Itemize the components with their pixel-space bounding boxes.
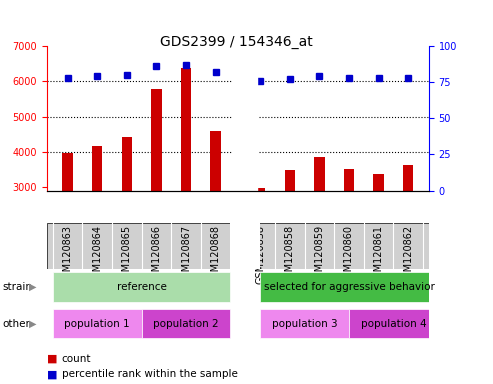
Text: population 1: population 1 [65,318,130,329]
Text: ▶: ▶ [29,282,36,292]
Bar [181,68,191,190]
Bar [230,223,260,269]
Text: GDS2399 / 154346_at: GDS2399 / 154346_at [160,35,313,48]
Text: GSM120867: GSM120867 [181,225,191,284]
Text: count: count [62,354,91,364]
Bar [122,137,132,190]
Text: GSM120868: GSM120868 [211,225,221,284]
Bar [151,89,162,190]
Bar [92,146,103,190]
Text: percentile rank within the sample: percentile rank within the sample [62,369,238,379]
Bar [314,157,324,190]
Bar [403,165,413,190]
Text: GSM120858: GSM120858 [284,225,295,284]
Text: population 2: population 2 [153,318,219,329]
Bar [284,170,295,190]
Text: selected for aggressive behavior: selected for aggressive behavior [263,282,434,292]
Text: GSM120860: GSM120860 [344,225,354,284]
Bar [53,309,141,338]
Text: ■: ■ [47,354,57,364]
Bar [233,46,257,190]
Bar [53,272,230,302]
Text: reference: reference [117,282,167,292]
Text: strain: strain [2,282,33,292]
Text: GSM120838: GSM120838 [255,225,265,284]
Text: GSM120861: GSM120861 [374,225,384,284]
Text: population 4: population 4 [360,318,426,329]
Text: other: other [2,318,31,329]
Text: GSM120866: GSM120866 [151,225,161,284]
Bar [260,272,438,302]
Bar [373,174,384,190]
Bar [260,309,349,338]
Text: GSM120865: GSM120865 [122,225,132,284]
Bar [141,309,230,338]
Bar [344,169,354,190]
Text: GSM120864: GSM120864 [92,225,102,284]
Bar [63,152,73,190]
Text: GSM120863: GSM120863 [63,225,72,284]
Text: ■: ■ [47,369,57,379]
Text: population 3: population 3 [272,318,337,329]
Text: GSM120862: GSM120862 [403,225,413,284]
Text: ▶: ▶ [29,318,36,329]
Bar [349,309,438,338]
Bar [255,188,265,190]
Text: GSM120859: GSM120859 [315,225,324,284]
Bar [211,131,221,190]
